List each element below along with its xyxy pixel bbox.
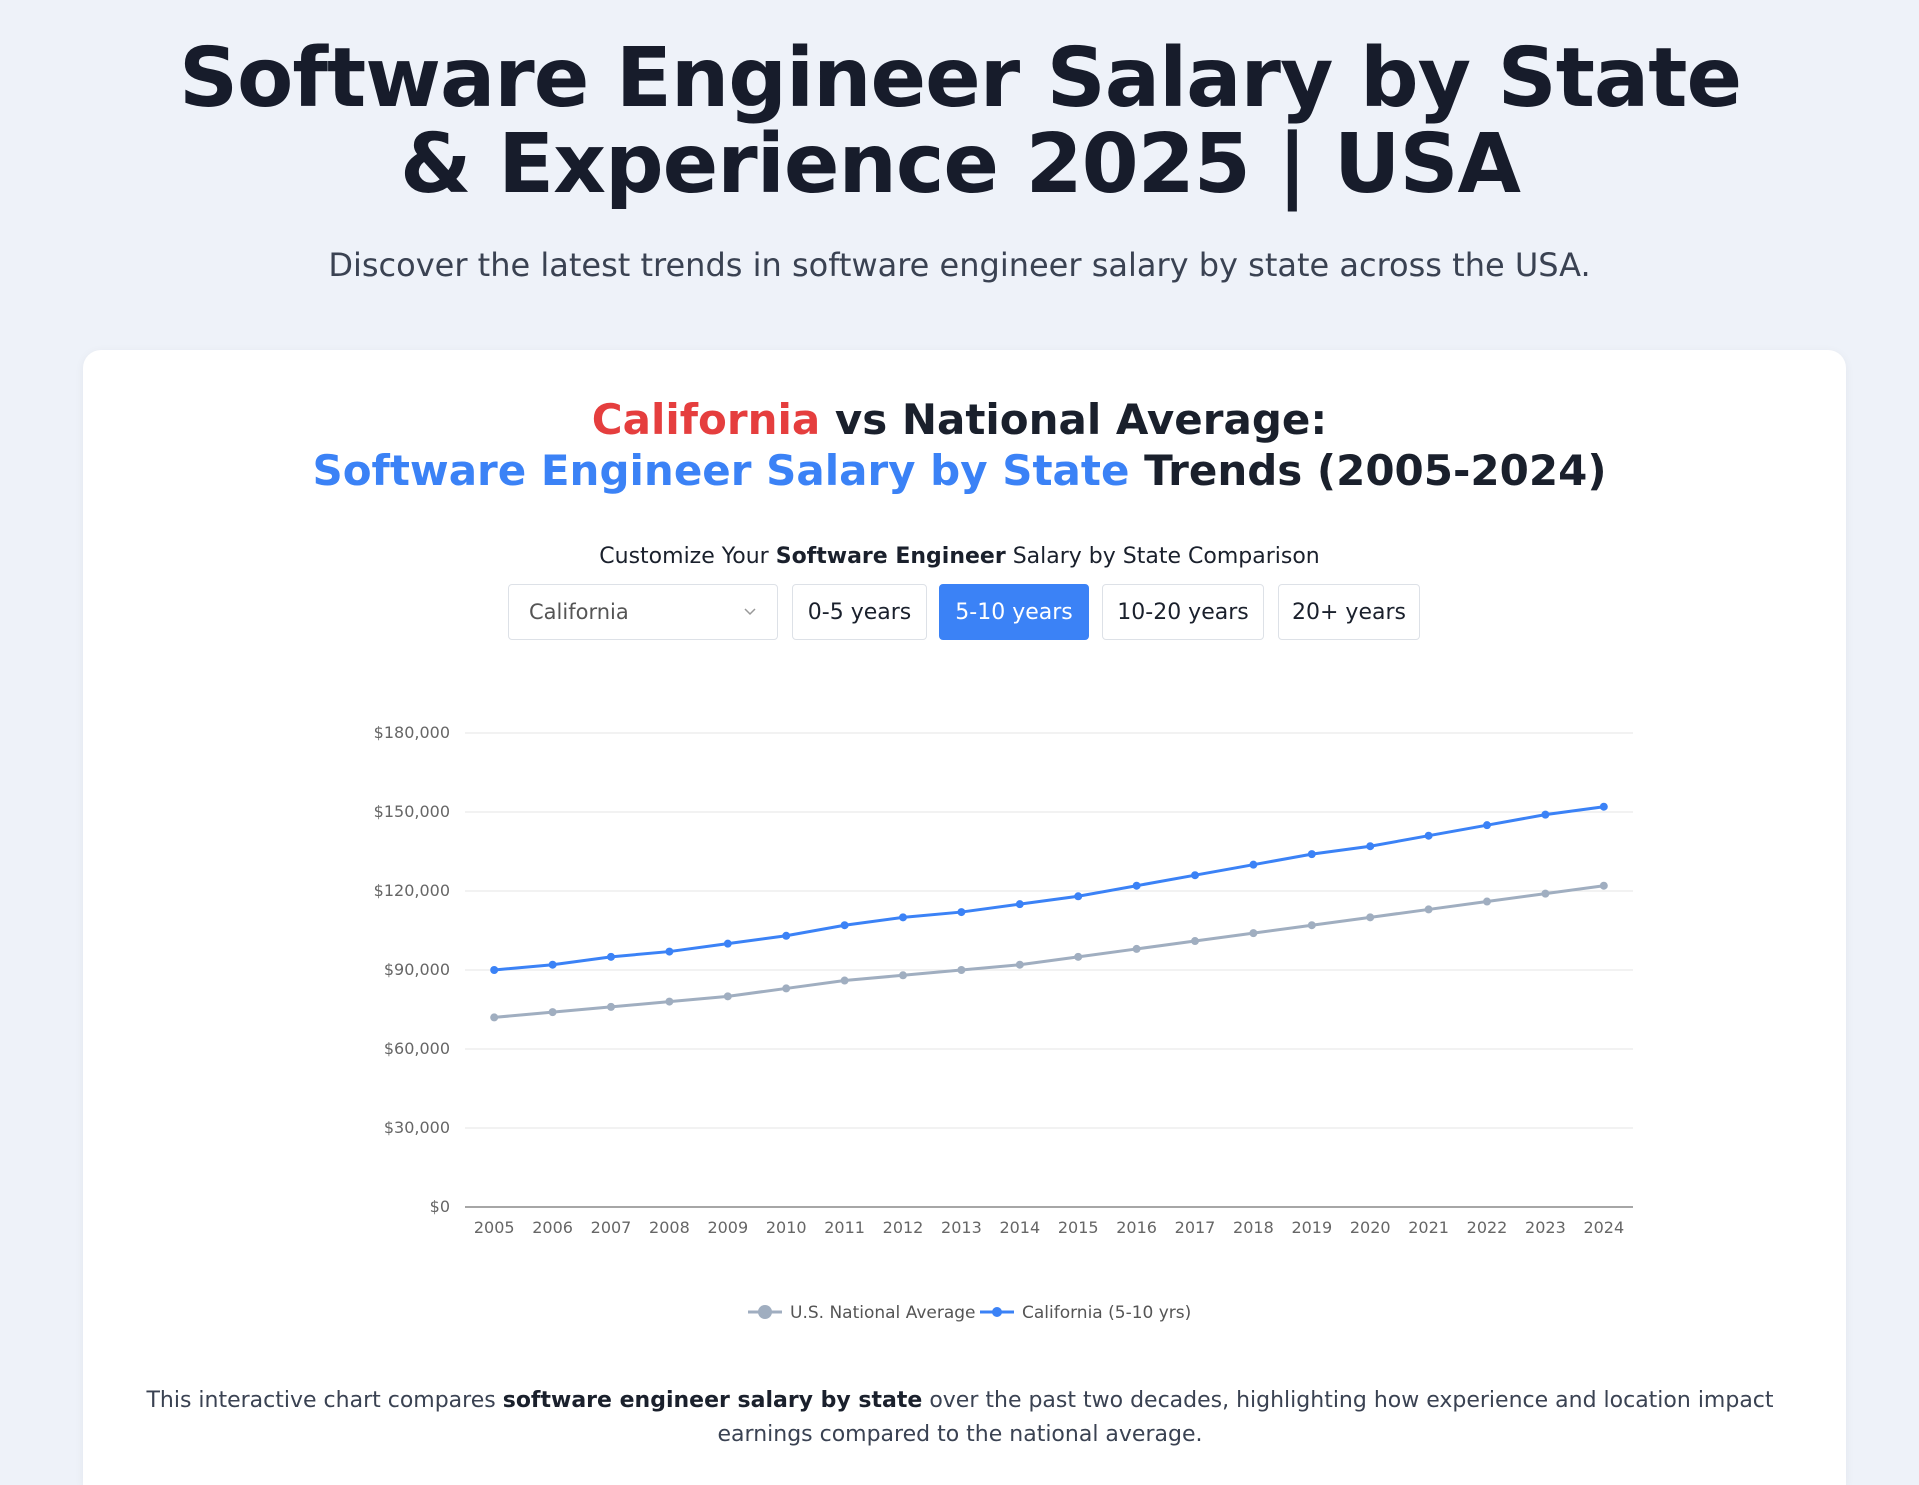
description: This interactive chart compares software… [120, 1384, 1800, 1452]
chart-heading: California vs National Average: [0, 396, 1919, 444]
page-subtitle: Discover the latest trends in software e… [328, 246, 1591, 284]
label-text: Customize Your [599, 544, 776, 569]
option-button[interactable]: 20+ years [1278, 584, 1420, 640]
page-title: Software Engineer Salary by State & Expe… [178, 31, 1742, 212]
controls-label: Customize Your Software Engineer Salary … [0, 544, 1919, 569]
option-button[interactable]: 0-5 years [792, 584, 927, 640]
option-button[interactable]: 10-20 years [1102, 584, 1264, 640]
select-value: California [529, 600, 629, 624]
option-button[interactable]: 5-10 years [939, 584, 1089, 640]
heading-text: Trends (2005-2024) [1129, 446, 1607, 495]
label-text: Salary by State Comparison [1005, 544, 1320, 569]
desc-text: This interactive chart compares [146, 1388, 503, 1413]
label-strong: Software Engineer [775, 544, 1006, 569]
heading-text: vs National Average: [820, 395, 1328, 444]
desc-strong: software engineer salary by state [502, 1388, 923, 1413]
heading-accent: California [591, 395, 821, 444]
card [83, 350, 1846, 1485]
chart-heading: Software Engineer Salary by State Trends… [0, 447, 1919, 495]
state-select[interactable]: California [508, 584, 778, 640]
chevron [744, 608, 756, 616]
heading-accent: Software Engineer Salary by State [312, 446, 1130, 495]
desc-text: over the past two decades, highlighting … [717, 1388, 1774, 1447]
